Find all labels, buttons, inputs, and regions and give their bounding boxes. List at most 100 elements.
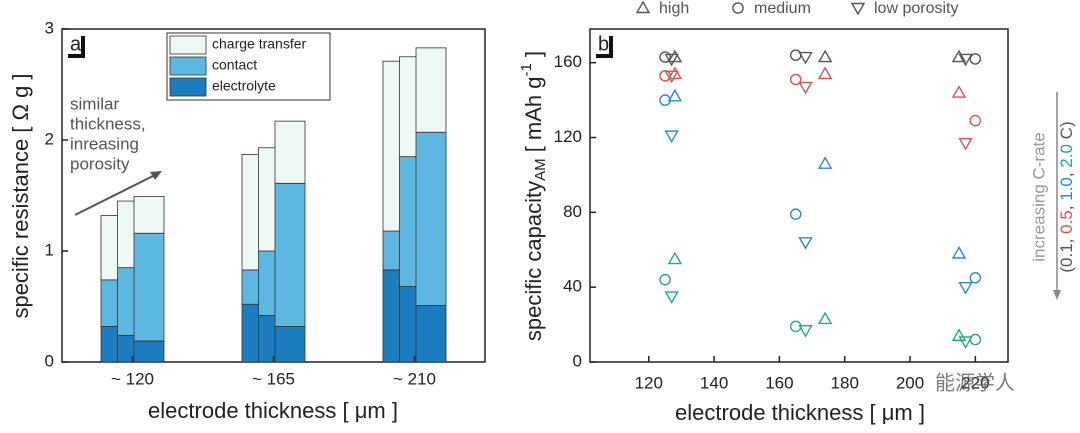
marker xyxy=(817,156,833,169)
marker xyxy=(958,137,973,151)
legend-swatch xyxy=(169,77,207,97)
marker xyxy=(664,53,679,67)
panel-bracket xyxy=(68,36,85,58)
legend-marker xyxy=(732,2,744,14)
annotation: porosity xyxy=(70,154,130,173)
marker xyxy=(789,49,802,61)
y-tick-label: 0 xyxy=(573,351,582,370)
x-axis-label: electrode thickness [ μm ] xyxy=(675,400,925,425)
panel-label: a xyxy=(70,33,82,55)
marker xyxy=(969,114,982,127)
marker xyxy=(798,237,813,250)
x-tick-label: ~ 165 xyxy=(252,369,295,388)
marker xyxy=(798,81,813,95)
rate-open: ( xyxy=(1057,267,1076,273)
plot-frame xyxy=(589,28,1009,363)
bar-segment xyxy=(274,120,306,184)
marker xyxy=(969,53,982,65)
marker xyxy=(958,336,973,349)
marker xyxy=(659,51,671,63)
y-tick-label: 160 xyxy=(554,52,582,71)
marker xyxy=(667,251,683,265)
rate-legend: (0.1, 0.5, 1.0, 2.0 C) xyxy=(1057,121,1076,272)
legend-label: charge transfer xyxy=(212,36,306,52)
marker xyxy=(659,94,671,106)
marker xyxy=(958,281,973,295)
marker xyxy=(951,85,967,98)
rate-sep: , xyxy=(1057,168,1076,177)
bar-segment xyxy=(133,196,165,234)
rate-label: 0.5 xyxy=(1057,210,1076,234)
panel-label: b xyxy=(598,33,609,55)
legend-label: low porosity xyxy=(874,0,958,17)
marker xyxy=(969,333,982,346)
legend-label: high xyxy=(659,0,689,17)
bar-segment xyxy=(415,304,447,363)
bar-segment xyxy=(133,340,165,363)
marker xyxy=(817,66,833,80)
marker xyxy=(951,328,967,342)
marker xyxy=(817,311,833,325)
y-tick-label: 0 xyxy=(45,351,54,370)
y-tick-label: 80 xyxy=(563,202,582,221)
x-tick-label: 160 xyxy=(765,373,793,392)
x-tick-label: 140 xyxy=(700,373,728,392)
marker xyxy=(817,49,833,63)
y-tick-label: 1 xyxy=(45,240,54,259)
marker xyxy=(789,73,802,86)
x-tick-label: ~ 120 xyxy=(111,369,154,388)
annotation: inreasing xyxy=(70,134,139,153)
watermark: 能源学人 xyxy=(935,371,1015,394)
legend-label: medium xyxy=(754,0,811,17)
marker xyxy=(789,320,802,333)
x-tick-label: ~ 210 xyxy=(393,369,436,388)
marker xyxy=(667,88,683,102)
legend-marker xyxy=(635,0,651,14)
rate-legend-title: increasing C-rate xyxy=(1029,132,1048,261)
marker xyxy=(958,53,973,67)
x-tick-label: 120 xyxy=(635,373,663,392)
legend-marker xyxy=(850,2,866,16)
y-label-unit: [ mAh g xyxy=(521,76,546,158)
marker xyxy=(951,246,967,259)
panel-bracket xyxy=(596,36,613,58)
marker xyxy=(664,291,679,304)
legend-swatch xyxy=(169,56,207,76)
y-label-sub: AM xyxy=(532,158,549,181)
annotation: thickness, xyxy=(70,114,146,133)
marker xyxy=(664,130,679,144)
bar-segment xyxy=(274,326,306,363)
marker xyxy=(664,70,679,84)
rate-label: 0.1 xyxy=(1057,243,1076,267)
marker xyxy=(798,51,813,65)
y-tick-label: 2 xyxy=(45,129,54,148)
annotation-arrowhead xyxy=(150,171,162,180)
y-tick-label: 3 xyxy=(45,18,54,37)
annotation-arrow xyxy=(74,174,156,216)
bar-segment xyxy=(415,131,447,306)
y-label-text: specific capacity xyxy=(521,181,546,341)
x-axis-label: electrode thickness [ μm ] xyxy=(148,398,398,423)
rate-arrowhead xyxy=(1053,290,1061,300)
marker xyxy=(798,324,813,338)
marker xyxy=(659,273,671,286)
y-label-sup: -1 xyxy=(518,63,535,76)
legend-swatch xyxy=(169,35,207,55)
marker xyxy=(789,208,802,221)
bar-segment xyxy=(133,232,165,342)
rate-sep: , xyxy=(1057,234,1076,243)
annotation: similar xyxy=(70,94,119,113)
rate-label: 2.0 xyxy=(1057,144,1076,168)
marker xyxy=(667,66,683,80)
bar-segment xyxy=(415,47,447,133)
marker xyxy=(667,49,683,63)
y-tick-label: 120 xyxy=(554,127,582,146)
rate-label: 1.0 xyxy=(1057,177,1076,201)
rate-close: C) xyxy=(1057,121,1076,144)
marker xyxy=(969,272,982,284)
bar-segment xyxy=(274,182,306,327)
rate-sep: , xyxy=(1057,201,1076,210)
y-label-end: ] xyxy=(521,51,546,63)
y-axis-label: specific capacityAM [ mAh g-1 ] xyxy=(518,51,549,341)
